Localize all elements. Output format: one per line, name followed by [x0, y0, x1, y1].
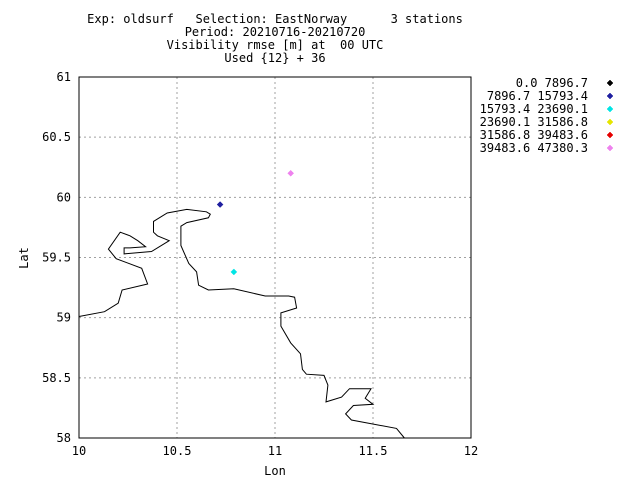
x-tick-label: 11.5	[359, 444, 388, 458]
legend-marker	[606, 131, 614, 139]
title-line-3: Visibility rmse [m] at 00 UTC	[167, 38, 384, 52]
y-tick-labels: 58 58.5 59 59.5 60 60.5 61	[42, 70, 71, 445]
grid	[79, 77, 471, 438]
legend-label: 7896.7 15793.4	[487, 89, 588, 103]
chart-title: Exp: oldsurf Selection: EastNorway 3 sta…	[87, 12, 463, 65]
x-tick-label: 10	[72, 444, 86, 458]
legend-marker	[606, 92, 614, 100]
data-point	[216, 201, 224, 208]
y-tick-label: 60	[57, 190, 71, 204]
y-tick-label: 60.5	[42, 130, 71, 144]
y-tick-label: 58.5	[42, 371, 71, 385]
title-line-2: Period: 20210716-20210720	[185, 25, 366, 39]
data-point	[287, 169, 295, 177]
legend-label: 0.0 7896.7	[516, 76, 588, 90]
x-tick-label: 12	[464, 444, 478, 458]
legend-label: 15793.4 23690.1	[480, 102, 588, 116]
x-axis-label: Lon	[264, 464, 286, 478]
coastline-path	[78, 208, 405, 439]
data-point	[230, 268, 238, 276]
y-tick-label: 59	[57, 311, 71, 325]
legend-marker	[606, 79, 614, 87]
data-points	[216, 169, 295, 276]
y-tick-label: 58	[57, 431, 71, 445]
y-tick-label: 59.5	[42, 251, 71, 265]
y-tick-label: 61	[57, 70, 71, 84]
legend-label: 39483.6 47380.3	[480, 141, 588, 155]
title-line-1: Exp: oldsurf Selection: EastNorway 3 sta…	[87, 12, 463, 26]
legend-marker	[606, 144, 614, 152]
legend-marker	[606, 105, 614, 113]
x-tick-labels: 10 10.5 11 11.5 12	[72, 444, 478, 458]
x-tick-label: 11	[268, 444, 282, 458]
y-axis-label: Lat	[17, 247, 31, 269]
coastline	[78, 208, 405, 439]
x-tick-label: 10.5	[163, 444, 192, 458]
title-line-4: Used {12} + 36	[224, 51, 325, 65]
legend-label: 23690.1 31586.8	[480, 115, 588, 129]
legend-label: 31586.8 39483.6	[480, 128, 588, 142]
legend-marker	[606, 118, 614, 126]
plot-frame	[78, 76, 472, 439]
